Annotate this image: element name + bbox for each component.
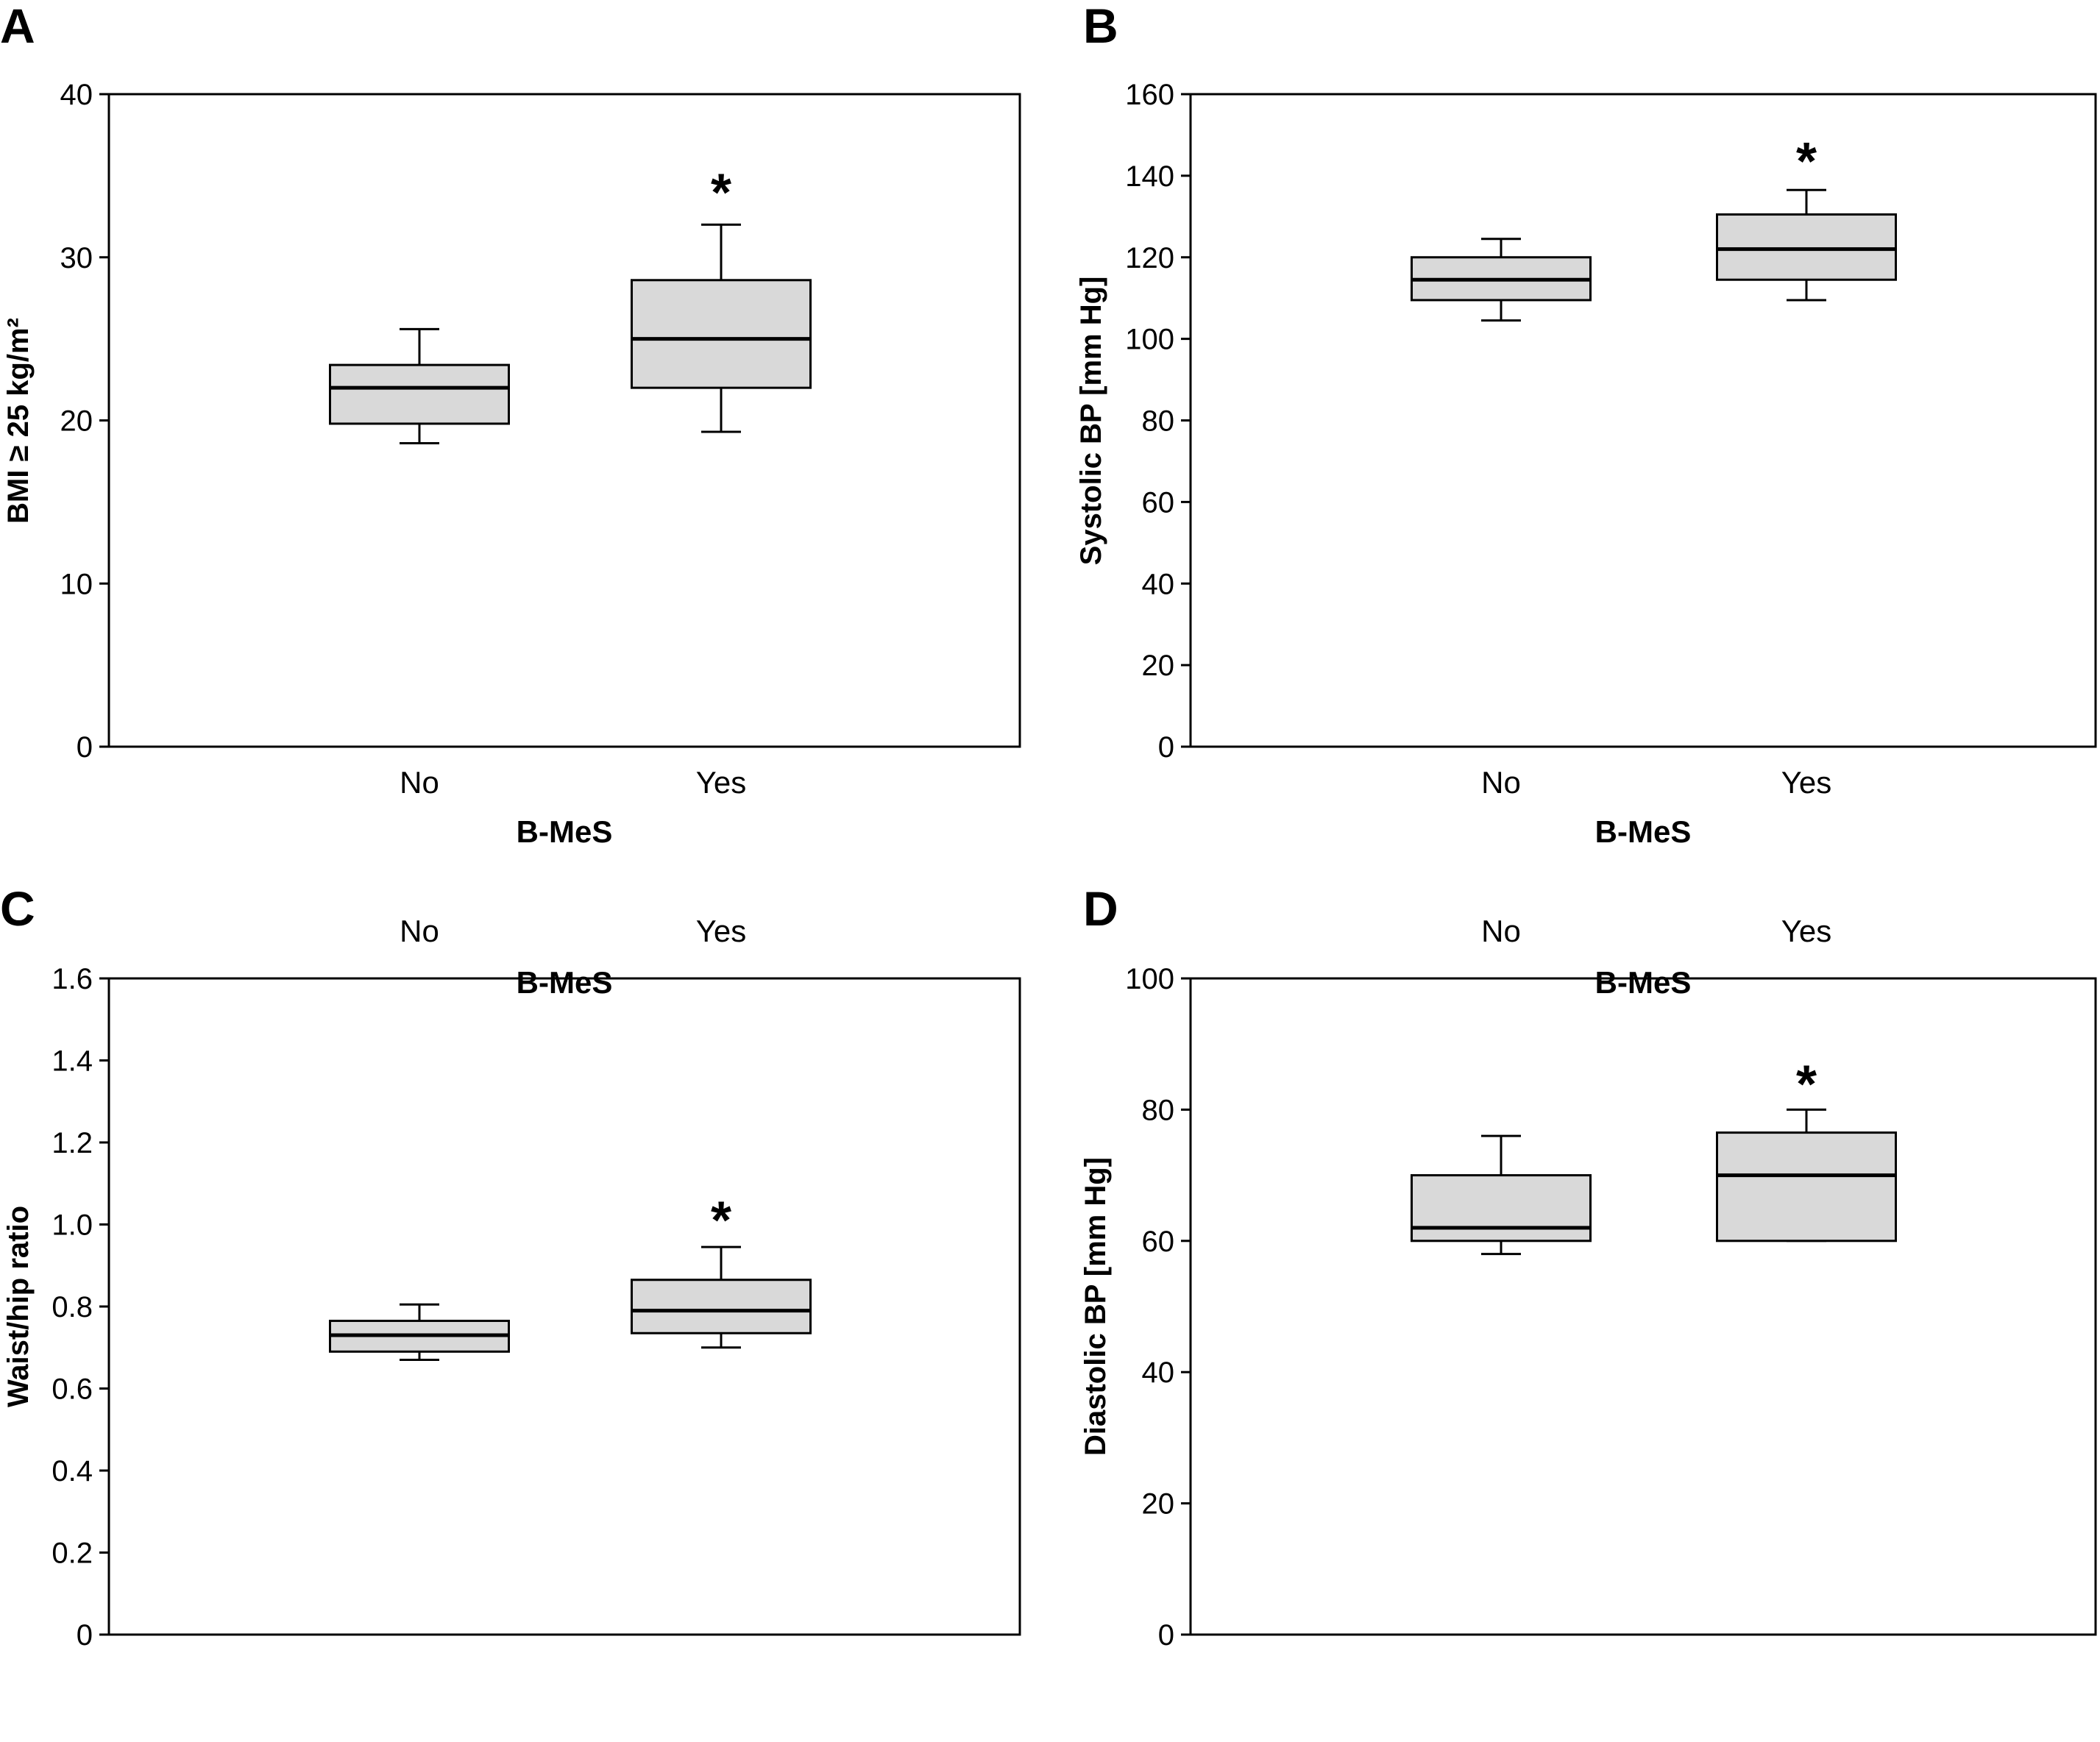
- panel-letter: A: [0, 0, 35, 53]
- y-axis-title: Diastolic BP [mm Hg]: [1079, 1157, 1112, 1456]
- y-tick-label: 80: [1142, 1094, 1175, 1126]
- y-tick-label: 30: [60, 242, 93, 274]
- box-yes: [1716, 188, 1897, 302]
- box-no: [1411, 238, 1592, 322]
- box-yes: [1716, 1108, 1897, 1242]
- y-tick-label: 40: [60, 79, 93, 111]
- iqr-box: [1411, 1174, 1592, 1242]
- iqr-box: [631, 1279, 812, 1334]
- plot-frame: [1189, 977, 2097, 1636]
- y-tick-label: 10: [60, 568, 93, 600]
- panel-a: A 0 10 20 30 40 BMI ≥ 25 kg/m² No Yes B-MeS *: [0, 0, 1021, 849]
- y-tick-label: 1.4: [52, 1045, 93, 1078]
- y-tick-label: 0.6: [52, 1373, 93, 1406]
- y-axis-title: BMI ≥ 25 kg/m²: [2, 318, 35, 524]
- x-category-label: Yes: [696, 765, 747, 800]
- x-category-label: Yes: [1781, 914, 1832, 948]
- iqr-box: [631, 279, 812, 389]
- x-category-label: Yes: [1781, 765, 1832, 800]
- y-tick-label: 160: [1125, 79, 1174, 111]
- y-tick-label: 1.6: [52, 963, 93, 995]
- y-tick-label: 0: [77, 731, 93, 764]
- y-tick-label: 0: [1158, 1619, 1174, 1652]
- plot-frame: [107, 93, 1021, 748]
- panel-letter: C: [0, 881, 35, 936]
- plot-frame: [107, 977, 1021, 1636]
- box-yes: [631, 1245, 812, 1349]
- y-tick-label: 1.0: [52, 1209, 93, 1242]
- y-tick-label: 40: [1142, 568, 1175, 600]
- y-tick-label: 20: [1142, 1488, 1175, 1521]
- x-category-label: Yes: [696, 914, 747, 948]
- x-category-label: No: [400, 914, 439, 948]
- panel-b: B 0 20 40 60 80 100 120 140 160 Systolic BP [mm Hg…: [1075, 0, 2097, 849]
- x-category-label: No: [1481, 765, 1521, 800]
- y-tick-label: 60: [1142, 486, 1175, 519]
- x-axis-title: B-MeS: [1595, 814, 1692, 849]
- y-tick-label: 0.4: [52, 1455, 93, 1487]
- significance-marker: *: [711, 1191, 731, 1250]
- y-tick-label: 0: [77, 1619, 93, 1652]
- x-axis-title: B-MeS: [1595, 965, 1692, 1000]
- y-tick-label: 40: [1142, 1357, 1175, 1389]
- plot-frame: [1189, 93, 2097, 748]
- x-category-label: No: [1481, 914, 1521, 948]
- y-tick-label: 60: [1142, 1226, 1175, 1258]
- box-no: [329, 327, 510, 445]
- x-axis-title: B-MeS: [517, 965, 613, 1000]
- y-tick-label: 100: [1125, 324, 1174, 356]
- iqr-box: [329, 363, 510, 425]
- y-tick-label: 1.2: [52, 1127, 93, 1159]
- x-category-label: No: [400, 765, 439, 800]
- y-axis-title: Systolic BP [mm Hg]: [1075, 277, 1107, 566]
- y-tick-label: 0: [1158, 731, 1174, 764]
- y-tick-label: 80: [1142, 405, 1175, 438]
- significance-marker: *: [711, 164, 731, 223]
- panel-letter: D: [1083, 881, 1118, 936]
- panel-letter: B: [1083, 0, 1118, 53]
- panel-d: D 0 20 40 60 80 100 Diastolic BP [mm Hg] No Yes B-…: [1079, 881, 2097, 1652]
- y-tick-label: 140: [1125, 160, 1174, 193]
- y-tick-label: 0.2: [52, 1537, 93, 1570]
- y-tick-label: 120: [1125, 242, 1174, 274]
- y-tick-label: 20: [1142, 650, 1175, 682]
- y-tick-label: 20: [60, 405, 93, 438]
- iqr-box: [1716, 213, 1897, 281]
- significance-marker: *: [1796, 1055, 1817, 1114]
- y-tick-label: 0.8: [52, 1291, 93, 1323]
- panel-c: C 0 0.2 0.4 0.6 0.8 1.0 1.2 1.4 1.6 Waist/hip rati…: [0, 881, 1021, 1652]
- y-axis-title: Waist/hip ratio: [2, 1206, 35, 1407]
- box-yes: [631, 223, 812, 433]
- significance-marker: *: [1796, 132, 1817, 191]
- y-tick-label: 100: [1125, 963, 1174, 995]
- box-no: [329, 1303, 510, 1361]
- iqr-box: [1716, 1131, 1897, 1242]
- box-no: [1411, 1134, 1592, 1256]
- x-axis-title: B-MeS: [517, 814, 613, 849]
